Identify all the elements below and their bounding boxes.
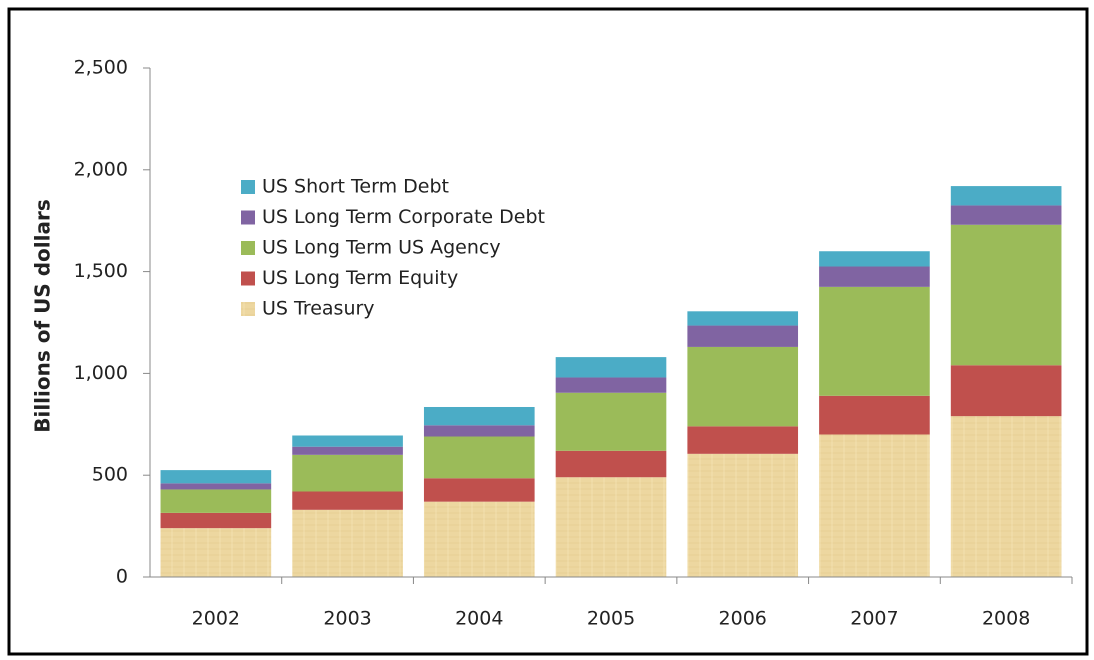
legend-label: US Long Term Corporate Debt (262, 206, 545, 228)
bar-segment (950, 186, 1062, 206)
bar-segment (160, 483, 272, 490)
bar-segment (687, 311, 799, 326)
bar-segment (160, 489, 272, 513)
bar-segment (292, 454, 403, 492)
bar-segment (950, 224, 1062, 366)
bar-segment (292, 509, 403, 577)
bar-segment (555, 450, 667, 478)
bar-segment (819, 395, 930, 435)
x-tick-label: 2005 (587, 608, 635, 630)
bar-segment (160, 528, 272, 577)
x-tick-label: 2002 (192, 608, 240, 630)
legend-swatch (241, 210, 255, 225)
bar-segment (687, 453, 799, 577)
legend-swatch (241, 241, 255, 255)
y-tick-label: 0 (116, 566, 128, 588)
legend-label: US Long Term US Agency (262, 237, 501, 259)
bar-segment (423, 501, 535, 577)
y-tick-label: 500 (92, 464, 128, 486)
legend-label: US Treasury (262, 298, 375, 320)
x-tick-label: 2007 (850, 608, 898, 630)
bar-segment (423, 478, 535, 502)
bar-segment (950, 365, 1062, 417)
legend-swatch (241, 180, 255, 194)
legend-swatch (241, 271, 255, 286)
x-tick-label: 2004 (455, 608, 503, 630)
bar-segment (687, 325, 799, 347)
bar-segment (687, 426, 799, 454)
bar-segment (819, 266, 930, 287)
y-tick-label: 2,000 (74, 158, 128, 180)
bar-segment (950, 205, 1062, 225)
bar-segment (819, 434, 930, 577)
bar-segment (555, 357, 667, 378)
bar-segment (292, 446, 403, 455)
x-tick-label: 2006 (719, 608, 767, 630)
bar-segment (160, 470, 272, 484)
legend-label: US Long Term Equity (262, 267, 458, 289)
bar-segment (819, 251, 930, 267)
bar-segment (819, 286, 930, 396)
bar-segment (950, 416, 1062, 577)
bar-segment (423, 425, 535, 437)
bar-segment (555, 392, 667, 451)
bar-segment (423, 406, 535, 426)
legend-label: US Short Term Debt (262, 176, 449, 198)
bar-segment (292, 491, 403, 510)
y-tick-label: 1,500 (74, 260, 128, 282)
y-axis-label: Billions of US dollars (31, 199, 55, 433)
legend-swatch (241, 302, 255, 316)
x-tick-label: 2003 (323, 608, 371, 630)
bar-segment (555, 377, 667, 393)
bar-segment (160, 512, 272, 529)
bar-segment (423, 436, 535, 479)
y-tick-label: 2,500 (74, 57, 128, 79)
bar-segment (292, 435, 403, 447)
y-tick-label: 1,000 (74, 362, 128, 384)
bar-segment (555, 477, 667, 577)
x-tick-label: 2008 (982, 608, 1030, 630)
bar-segment (687, 346, 799, 427)
